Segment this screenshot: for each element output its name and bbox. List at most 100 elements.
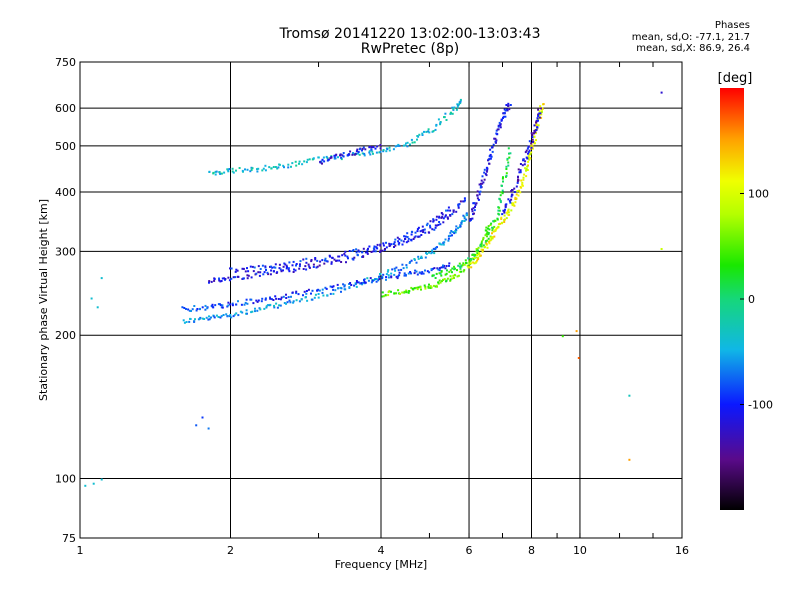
data-point [394,238,397,241]
data-point [452,108,455,111]
data-point [496,217,499,220]
data-point [375,151,378,154]
data-point [385,246,388,249]
data-point [451,231,454,233]
data-point [482,236,485,239]
data-point [245,298,248,301]
data-point [527,160,530,163]
x-tick-label: 4 [378,544,385,557]
data-point [402,240,405,243]
data-point [432,220,435,223]
data-point [477,258,480,261]
data-point [487,233,490,236]
data-point [381,295,384,298]
data-point [372,250,375,253]
data-point [255,299,258,302]
data-point [538,116,541,119]
data-point [359,282,362,285]
data-point [482,181,485,184]
data-point [406,232,409,235]
data-point [444,215,447,218]
data-point [507,211,510,214]
data-point [460,270,463,273]
data-point [459,225,462,228]
data-point [264,266,267,269]
data-point [256,168,258,171]
data-point [401,243,404,246]
data-point [507,198,510,201]
data-point [261,169,264,172]
data-point [488,228,491,231]
data-point [324,286,327,289]
data-point [203,318,206,320]
data-point [234,276,237,279]
data-point [235,268,238,271]
data-point [321,291,324,294]
data-point [451,267,454,270]
data-point [491,226,494,229]
data-point [484,229,487,232]
data-point [522,176,525,179]
data-point [327,158,330,161]
data-point [527,151,530,154]
data-point [280,296,283,299]
data-point [188,309,191,312]
data-point [420,234,423,236]
x-tick-label: 6 [466,544,473,557]
data-point [215,170,218,173]
data-point [495,132,498,135]
x-tick-label: 10 [573,544,587,557]
data-point [426,222,429,225]
data-point [459,98,462,101]
data-point [385,273,388,276]
data-point [362,255,365,258]
data-point [514,201,517,204]
chart-title: Tromsø 20141220 13:02:00-13:03:43 [279,26,541,42]
data-point [367,247,369,250]
data-point [471,208,473,211]
data-point [319,260,322,263]
data-point [261,297,264,300]
data-point [199,307,201,310]
data-point [261,264,264,267]
data-point [425,252,428,255]
data-point [295,292,298,295]
data-point [479,184,482,187]
data-point [521,164,524,167]
data-point [506,108,508,111]
data-point [266,271,269,274]
data-point [211,305,214,308]
data-point [355,251,358,254]
data-point [532,132,535,135]
data-point [355,285,358,288]
data-point [534,131,537,134]
data-point [461,264,464,267]
data-point [376,247,379,250]
data-point [314,257,317,259]
data-point [276,167,279,170]
data-point [361,147,364,150]
data-point [366,252,369,255]
data-point [388,242,391,245]
data-point [465,262,468,265]
data-point [533,135,536,138]
data-point [478,252,481,255]
data-point [445,209,447,212]
data-point [370,251,373,253]
data-point [438,221,441,223]
data-point [446,216,449,219]
data-point [210,280,213,283]
data-point [221,304,224,307]
data-point [312,263,315,266]
data-point [385,150,388,153]
data-point [507,161,510,164]
data-point [298,267,301,270]
x-tick-label: 1 [77,544,84,557]
data-point [235,303,238,306]
data-point [460,221,463,224]
data-point [518,189,521,192]
data-point [434,128,437,131]
data-point [250,311,253,314]
data-point [325,287,328,290]
